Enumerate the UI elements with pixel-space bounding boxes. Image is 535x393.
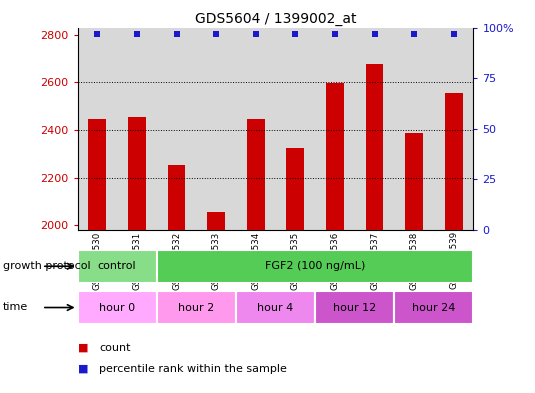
Text: ■: ■ (78, 343, 88, 353)
Point (212, 30, 220, 37)
Point (331, 30, 339, 37)
Point (370, 30, 379, 37)
Point (133, 30, 141, 37)
Point (291, 30, 300, 37)
Bar (315, 291, 394, 324)
Bar (167, 165, 186, 230)
Text: control: control (98, 261, 136, 271)
Text: hour 24: hour 24 (412, 303, 456, 312)
Bar (196, 28, 236, 230)
Bar (236, 291, 315, 324)
Bar (207, 212, 225, 230)
Bar (315, 28, 355, 230)
Point (93, 30, 102, 37)
Text: hour 4: hour 4 (257, 303, 294, 312)
Bar (157, 28, 196, 230)
Bar (78, 28, 117, 230)
Title: GDS5604 / 1399002_at: GDS5604 / 1399002_at (195, 13, 356, 26)
Text: hour 12: hour 12 (333, 303, 376, 312)
Text: ■: ■ (78, 364, 88, 374)
Bar (286, 148, 304, 230)
Point (410, 30, 418, 37)
Bar (276, 28, 315, 230)
Text: hour 2: hour 2 (178, 303, 215, 312)
Bar (157, 291, 236, 324)
Text: FGF2 (100 ng/mL): FGF2 (100 ng/mL) (265, 261, 365, 271)
Bar (394, 28, 434, 230)
Bar (326, 83, 344, 230)
Bar (394, 291, 473, 324)
Bar (236, 28, 276, 230)
Point (449, 30, 458, 37)
Bar (405, 134, 423, 230)
Bar (157, 250, 473, 283)
Text: count: count (99, 343, 131, 353)
Bar (128, 117, 146, 230)
Point (172, 30, 181, 37)
Text: percentile rank within the sample: percentile rank within the sample (99, 364, 287, 374)
Bar (445, 93, 463, 230)
Text: hour 0: hour 0 (99, 303, 135, 312)
Text: growth protocol: growth protocol (3, 261, 90, 272)
Bar (78, 291, 157, 324)
Bar (78, 250, 157, 283)
Bar (355, 28, 394, 230)
Bar (117, 28, 157, 230)
Text: time: time (3, 302, 28, 312)
Bar (434, 28, 473, 230)
Bar (365, 64, 384, 230)
Bar (88, 119, 106, 230)
Bar (247, 119, 265, 230)
Point (251, 30, 260, 37)
